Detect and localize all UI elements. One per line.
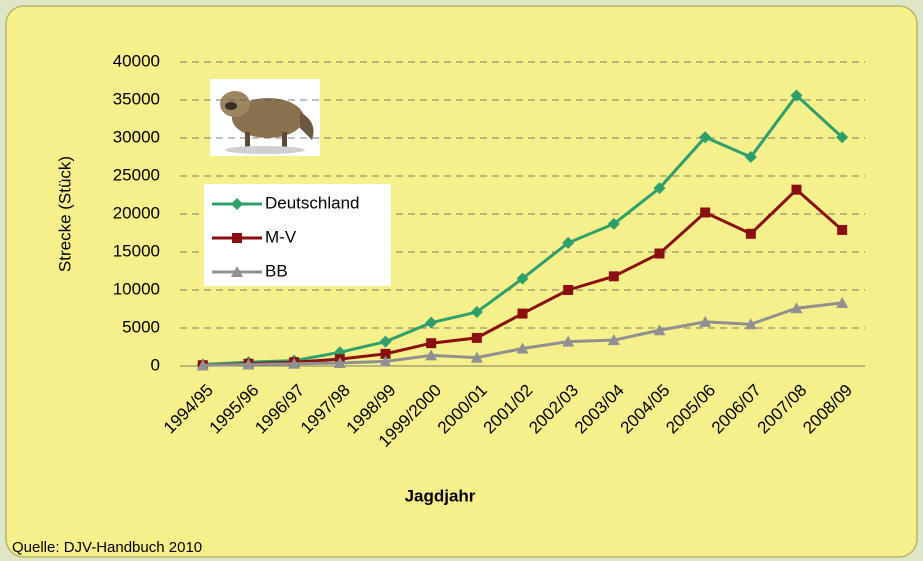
marker [607,334,620,346]
marker [654,248,665,259]
y-tick-label: 0 [151,355,160,374]
marker [563,285,574,295]
marker [516,342,529,354]
marker [196,359,209,371]
marker [744,318,757,330]
legend: Deutschland M-V BB [204,184,391,286]
source-note: Quelle: DJV-Handbuch 2010 [12,539,202,556]
marker [562,335,575,347]
marker [379,335,392,348]
marker [699,315,712,327]
marker [836,296,849,308]
marker [744,151,757,163]
marker [517,308,528,319]
marker [790,302,803,314]
legend-label: Deutschland [265,193,360,212]
series [196,89,849,371]
legend-marker [231,266,243,277]
y-tick-label: 20000 [113,203,160,222]
marker [836,131,849,144]
marker [653,182,666,195]
marker [380,348,391,359]
marker [425,349,438,361]
marker [607,217,620,230]
marker [790,89,803,102]
marker [333,356,346,368]
marker [837,224,848,235]
marker [700,207,711,218]
marker [470,306,483,319]
y-tick-label: 30000 [113,127,160,146]
marker [288,357,301,369]
marker [516,272,529,285]
marker [242,358,255,370]
marker [745,228,756,239]
legend-label: M-V [265,227,297,246]
y-tick-label: 40000 [113,51,160,70]
marker [653,324,666,336]
marker [699,131,712,144]
marker [471,332,482,343]
marker [791,184,802,195]
y-tick-label: 5000 [122,317,160,336]
marker [608,271,619,282]
y-tick-label: 10000 [113,279,160,298]
x-axis-label: Jagdjahr [405,486,476,505]
legend-marker [231,198,243,210]
y-tick-label: 15000 [113,241,160,260]
marker [562,236,575,249]
marker [379,355,392,367]
legend-label: BB [265,261,288,280]
y-tick-label: 25000 [113,165,160,184]
y-axis-label: Strecke (Stück) [55,156,74,272]
y-tick-label: 35000 [113,89,160,108]
legend-marker [232,233,242,243]
marker [426,338,437,349]
raccoon-image [210,79,320,156]
marker [425,316,438,329]
series [196,296,849,371]
marker [470,351,483,363]
